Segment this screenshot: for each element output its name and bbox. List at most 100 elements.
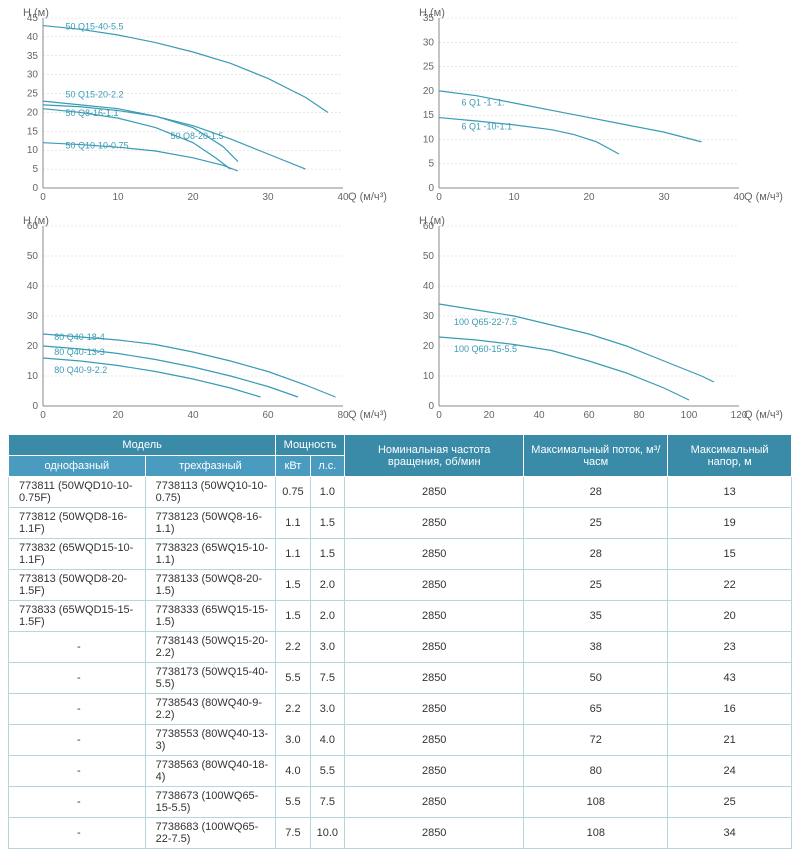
table-cell: 16 [668, 694, 792, 725]
table-cell: 3.0 [310, 694, 344, 725]
svg-text:Q (м/ч³): Q (м/ч³) [744, 191, 783, 203]
table-cell: 1.5 [276, 601, 310, 632]
table-cell: 2850 [345, 632, 524, 663]
svg-text:20: 20 [483, 410, 495, 421]
table-cell: 773811 (50WQD10-10-0.75F) [9, 477, 146, 508]
table-cell: 773813 (50WQD8-20-1.5F) [9, 570, 146, 601]
svg-text:100 Q65-22-7.5: 100 Q65-22-7.5 [454, 317, 517, 327]
table-head: Модель Мощность Номинальная частота вращ… [9, 435, 792, 477]
table-cell: 2.2 [276, 694, 310, 725]
table-cell: 108 [524, 787, 668, 818]
svg-text:10: 10 [423, 134, 435, 145]
th-power: Мощность [276, 435, 345, 456]
table-cell: 1.5 [276, 570, 310, 601]
svg-text:25: 25 [27, 89, 39, 100]
table-cell: 2850 [345, 601, 524, 632]
table-cell: 25 [524, 570, 668, 601]
svg-text:60: 60 [262, 410, 274, 421]
table-cell: 10.0 [310, 818, 344, 849]
svg-text:30: 30 [423, 37, 435, 48]
svg-text:30: 30 [27, 70, 39, 81]
table-cell: 7738173 (50WQ15-40-5.5) [145, 663, 276, 694]
table-cell: 7738323 (65WQ15-10-1.1) [145, 539, 276, 570]
svg-text:25: 25 [423, 62, 435, 73]
table-cell: 7.5 [276, 818, 310, 849]
table-cell: 5.5 [276, 787, 310, 818]
table-cell: 20 [668, 601, 792, 632]
table-cell: 2850 [345, 694, 524, 725]
svg-text:20: 20 [112, 410, 124, 421]
table-cell: 2850 [345, 756, 524, 787]
svg-text:50: 50 [27, 251, 39, 262]
svg-text:Н (м): Н (м) [419, 216, 445, 227]
svg-text:0: 0 [32, 183, 38, 194]
table-cell: 24 [668, 756, 792, 787]
chart-svg: 05101520253035010203040Н (м)Q (м/ч³)6 Q1… [404, 8, 784, 208]
table-cell: 7738563 (80WQ40-18-4) [145, 756, 276, 787]
svg-text:80 Q40-18-4: 80 Q40-18-4 [54, 332, 105, 342]
table-cell: 22 [668, 570, 792, 601]
table-cell: 3.0 [310, 632, 344, 663]
svg-text:40: 40 [187, 410, 199, 421]
svg-text:15: 15 [423, 110, 435, 121]
table-cell: 7738683 (100WQ65-22-7.5) [145, 818, 276, 849]
table-row: -7738563 (80WQ40-18-4)4.05.528508024 [9, 756, 792, 787]
table-cell: 7738553 (80WQ40-13-3) [145, 725, 276, 756]
svg-text:50: 50 [423, 251, 435, 262]
table-cell: 5.5 [310, 756, 344, 787]
table-cell: 1.1 [276, 508, 310, 539]
table-row: -7738143 (50WQ15-20-2.2)2.23.028503823 [9, 632, 792, 663]
chart-svg: 0102030405060020406080Н (м)Q (м/ч³)80 Q4… [8, 216, 388, 426]
table-cell: 43 [668, 663, 792, 694]
table-cell: 38 [524, 632, 668, 663]
chart-2: 0102030405060020406080Н (м)Q (м/ч³)80 Q4… [8, 216, 396, 426]
svg-text:5: 5 [32, 164, 38, 175]
svg-text:40: 40 [423, 281, 435, 292]
svg-text:Н (м): Н (м) [23, 8, 49, 19]
table-row: 773813 (50WQD8-20-1.5F)7738133 (50WQ8-20… [9, 570, 792, 601]
svg-text:6 Q1 -1 -1.: 6 Q1 -1 -1. [462, 97, 505, 107]
table-row: 773812 (50WQD8-16-1.1F)7738123 (50WQ8-16… [9, 508, 792, 539]
table-cell: 2.2 [276, 632, 310, 663]
table-cell: 13 [668, 477, 792, 508]
table-cell: 2850 [345, 539, 524, 570]
table-cell: - [9, 632, 146, 663]
svg-text:80 Q40-9-2.2: 80 Q40-9-2.2 [54, 365, 107, 375]
table-cell: 1.0 [310, 477, 344, 508]
table-row: -7738683 (100WQ65-22-7.5)7.510.028501083… [9, 818, 792, 849]
svg-text:30: 30 [423, 311, 435, 322]
svg-text:0: 0 [40, 192, 46, 203]
svg-text:20: 20 [423, 341, 435, 352]
table-cell: 108 [524, 818, 668, 849]
table-cell: 80 [524, 756, 668, 787]
table-cell: 2.0 [310, 570, 344, 601]
table-cell: 7738333 (65WQ15-15-1.5) [145, 601, 276, 632]
table-cell: - [9, 694, 146, 725]
svg-text:0: 0 [32, 401, 38, 412]
svg-text:30: 30 [658, 192, 670, 203]
svg-text:35: 35 [27, 51, 39, 62]
table-cell: - [9, 787, 146, 818]
svg-text:Q (м/ч³): Q (м/ч³) [348, 191, 387, 203]
table-cell: 2850 [345, 570, 524, 601]
table-cell: 65 [524, 694, 668, 725]
th-flow: Максимальный поток, м³/часм [524, 435, 668, 477]
svg-text:6 Q1 -10-1.1: 6 Q1 -10-1.1 [462, 122, 513, 132]
table-row: -7738673 (100WQ65-15-5.5)5.57.5285010825 [9, 787, 792, 818]
table-cell: 28 [524, 477, 668, 508]
table-cell: 773832 (65WQD15-10-1.1F) [9, 539, 146, 570]
table-cell: 773812 (50WQD8-16-1.1F) [9, 508, 146, 539]
table-cell: 2850 [345, 477, 524, 508]
svg-text:0: 0 [428, 183, 434, 194]
svg-text:30: 30 [262, 192, 274, 203]
table-row: 773811 (50WQD10-10-0.75F)7738113 (50WQ10… [9, 477, 792, 508]
table-cell: 15 [668, 539, 792, 570]
spec-table: Модель Мощность Номинальная частота вращ… [8, 434, 792, 849]
table-cell: 7738133 (50WQ8-20-1.5) [145, 570, 276, 601]
svg-text:15: 15 [27, 126, 39, 137]
table-row: 773833 (65WQD15-15-1.5F)7738333 (65WQ15-… [9, 601, 792, 632]
table-cell: 7738113 (50WQ10-10-0.75) [145, 477, 276, 508]
svg-text:20: 20 [187, 192, 199, 203]
th-hp: л.с. [310, 456, 344, 477]
table-cell: 1.1 [276, 539, 310, 570]
